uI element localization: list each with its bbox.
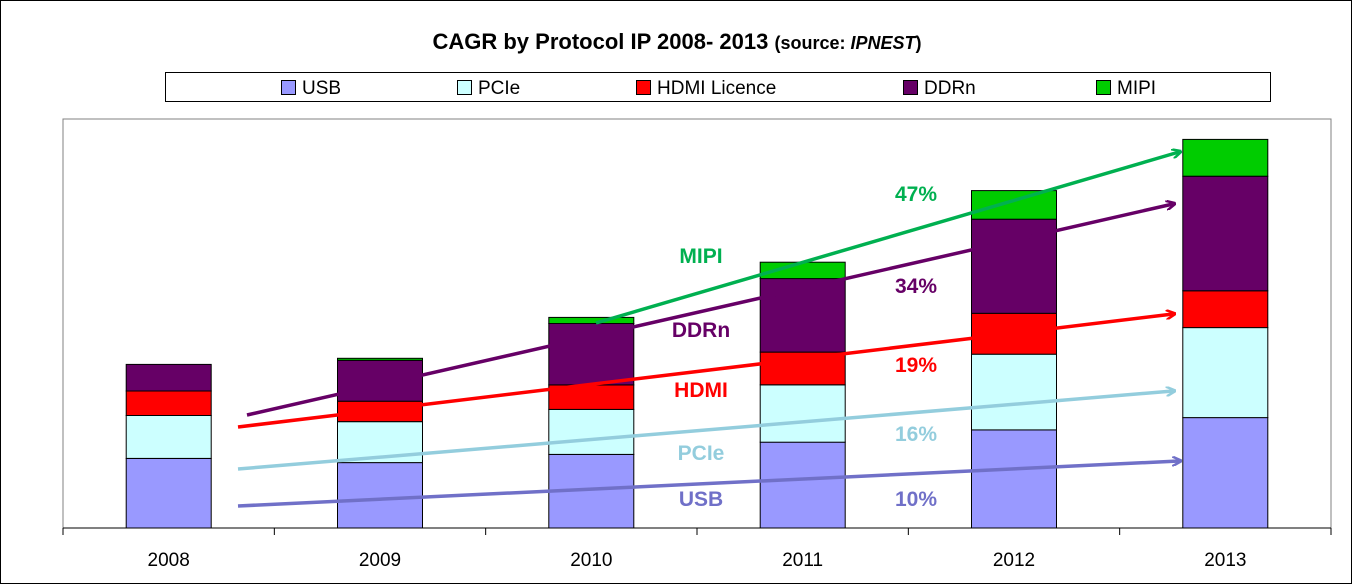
bar-segment-ddrn-2008: [125, 363, 212, 392]
bar-segment-pcie-2010: [548, 408, 635, 455]
legend-item-mipi: MIPI: [1096, 78, 1156, 100]
bar-segment-mipi-2010: [548, 316, 635, 324]
legend-swatch-mipi: [1096, 80, 1111, 95]
bar-segment-usb-2008: [125, 458, 212, 529]
bar-segment-pcie-2008: [125, 415, 212, 459]
legend-swatch-usb: [281, 80, 296, 95]
chart-source: (source: IPNEST): [774, 33, 921, 53]
legend-item-ddrn: DDRn: [903, 78, 976, 100]
bar-segment-ddrn-2009: [337, 359, 423, 402]
x-tick-label-2008: 2008: [148, 550, 190, 571]
bar-stack-2013: [1182, 138, 1269, 529]
bar-segment-usb-2012: [971, 429, 1057, 529]
bar-segment-mipi-2012: [971, 190, 1057, 220]
cagr-series-label-ddrn: DDRn: [672, 319, 730, 342]
source-close-paren: ): [915, 33, 922, 53]
chart-title: CAGR by Protocol IP 2008- 2013 (source: …: [1, 29, 1351, 55]
legend-item-hdmi-licence: HDMI Licence: [636, 78, 776, 100]
legend-label-pcie: PCIe: [478, 78, 521, 99]
legend-swatch-ddrn: [903, 80, 918, 95]
legend-label-mipi: MIPI: [1117, 78, 1157, 99]
source-label: source:: [780, 33, 851, 53]
cagr-arrow-usb: [237, 461, 1179, 508]
bar-segment-pcie-2012: [971, 353, 1057, 431]
bar-stack-2008: [125, 363, 212, 529]
cagr-series-label-pcie: PCIe: [678, 442, 725, 465]
x-tick-label-2011: 2011: [782, 550, 823, 571]
x-tick-label-2013: 2013: [1204, 550, 1246, 571]
x-tick-label-2010: 2010: [570, 550, 612, 571]
cagr-percent-label-ddrn: 34%: [895, 275, 937, 298]
cagr-arrow-group-mipi: MIPI 47%: [595, 152, 1179, 325]
cagr-arrow-hdmi-licence: [237, 314, 1173, 429]
legend-label-hdmi-licence: HDMI Licence: [657, 78, 777, 99]
bar-segment-hdmi-licence-2013: [1182, 290, 1269, 329]
x-axis: 2008 2009 2010 2011 2012 2013: [62, 527, 1332, 571]
bar-segment-usb-2009: [337, 462, 423, 529]
x-tick-label-2012: 2012: [993, 550, 1035, 571]
bars-layer: [125, 138, 1269, 529]
bar-segment-hdmi-licence-2008: [125, 390, 212, 416]
cagr-percent-label-pcie: 16%: [895, 423, 937, 446]
x-tick-label-2009: 2009: [359, 550, 401, 571]
cagr-series-label-hdmi-licence: HDMI: [674, 379, 728, 402]
bar-stack-2011: [759, 261, 846, 529]
legend-label-usb: USB: [302, 78, 342, 99]
bar-segment-ddrn-2013: [1182, 175, 1269, 292]
source-name: IPNEST: [850, 33, 916, 53]
legend-item-pcie: PCIe: [457, 78, 520, 100]
bar-segment-hdmi-licence-2011: [759, 351, 846, 386]
legend-label-ddrn: DDRn: [924, 78, 976, 99]
chart-title-text: CAGR by Protocol IP 2008- 2013: [432, 29, 769, 54]
cagr-arrows-layer: MIPI 47% DDRn 34% HDMI 19% PCIe 16% USB 10%: [237, 152, 1179, 511]
cagr-series-label-usb: USB: [679, 488, 723, 511]
cagr-arrow-group-ddrn: DDRn 34%: [246, 204, 1173, 417]
cagr-arrow-pcie: [237, 391, 1173, 471]
bar-segment-ddrn-2010: [548, 323, 635, 386]
cagr-arrow-group-pcie: PCIe 16%: [237, 391, 1173, 471]
legend-item-usb: USB: [281, 78, 341, 100]
bar-stack-2012: [971, 190, 1057, 529]
cagr-arrow-group-usb: USB 10%: [237, 461, 1179, 511]
cagr-percent-label-mipi: 47%: [895, 183, 937, 206]
bar-segment-usb-2011: [759, 441, 846, 529]
cagr-percent-label-usb: 10%: [895, 488, 937, 511]
cagr-series-label-mipi: MIPI: [679, 245, 722, 268]
legend-swatch-hdmi-licence: [636, 80, 651, 95]
bar-stack-2010: [548, 316, 635, 529]
chart-legend: USB PCIe HDMI Licence DDRn MIPI: [165, 72, 1271, 102]
bar-segment-ddrn-2011: [759, 278, 846, 353]
source-open-paren: (: [774, 33, 781, 53]
cagr-arrow-mipi: [595, 152, 1179, 325]
bar-segment-mipi-2013: [1182, 138, 1269, 177]
bar-segment-hdmi-licence-2012: [971, 312, 1057, 355]
cagr-percent-label-hdmi-licence: 19%: [895, 354, 937, 377]
bar-segment-pcie-2013: [1182, 327, 1269, 419]
bar-segment-pcie-2011: [759, 384, 846, 443]
cagr-arrow-ddrn: [246, 204, 1173, 417]
bar-segment-usb-2013: [1182, 417, 1269, 529]
cagr-arrow-group-hdmi-licence: HDMI 19%: [237, 314, 1173, 429]
legend-swatch-pcie: [457, 80, 472, 95]
bar-segment-mipi-2009: [337, 357, 423, 361]
